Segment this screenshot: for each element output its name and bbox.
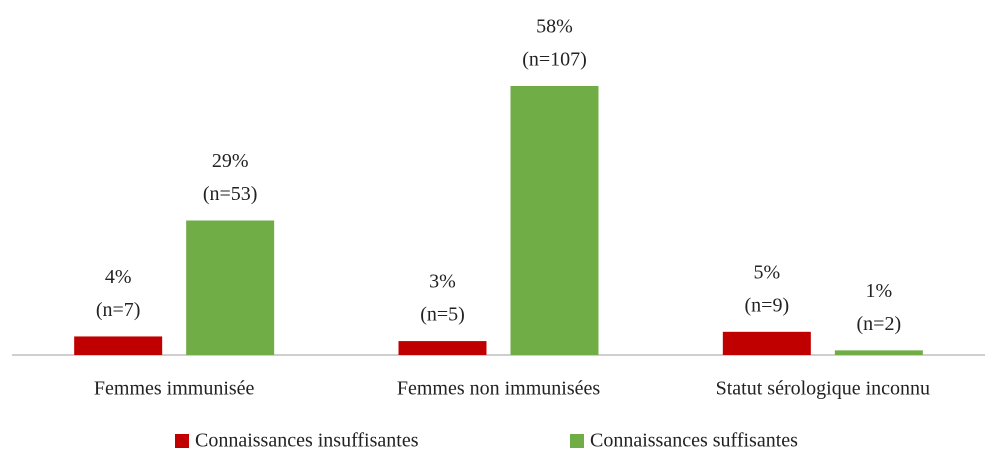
bar	[510, 86, 599, 355]
value-label: (n=107)	[522, 49, 587, 71]
value-label: (n=7)	[96, 299, 141, 321]
bar	[398, 341, 487, 355]
legend-swatch	[570, 434, 584, 448]
value-label: (n=2)	[857, 313, 902, 335]
value-label: (n=5)	[420, 304, 465, 326]
bar	[186, 220, 275, 355]
bar	[74, 336, 163, 355]
value-label: (n=9)	[745, 294, 790, 316]
bar	[722, 331, 811, 355]
value-label: 29%	[212, 150, 249, 172]
legend-label: Connaissances insuffisantes	[195, 430, 419, 452]
x-tick-label: Femmes immunisée	[94, 378, 255, 400]
value-label: 1%	[865, 280, 892, 302]
value-label: 4%	[105, 266, 132, 288]
value-label: 5%	[753, 261, 780, 283]
value-label: 58%	[536, 16, 573, 38]
value-label: (n=53)	[203, 183, 258, 205]
bar	[834, 350, 923, 355]
x-tick-label: Statut sérologique inconnu	[716, 378, 930, 400]
value-label: 3%	[429, 271, 456, 293]
x-tick-label: Femmes non immunisées	[397, 378, 601, 400]
legend-swatch	[175, 434, 189, 448]
legend-label: Connaissances suffisantes	[590, 430, 798, 452]
